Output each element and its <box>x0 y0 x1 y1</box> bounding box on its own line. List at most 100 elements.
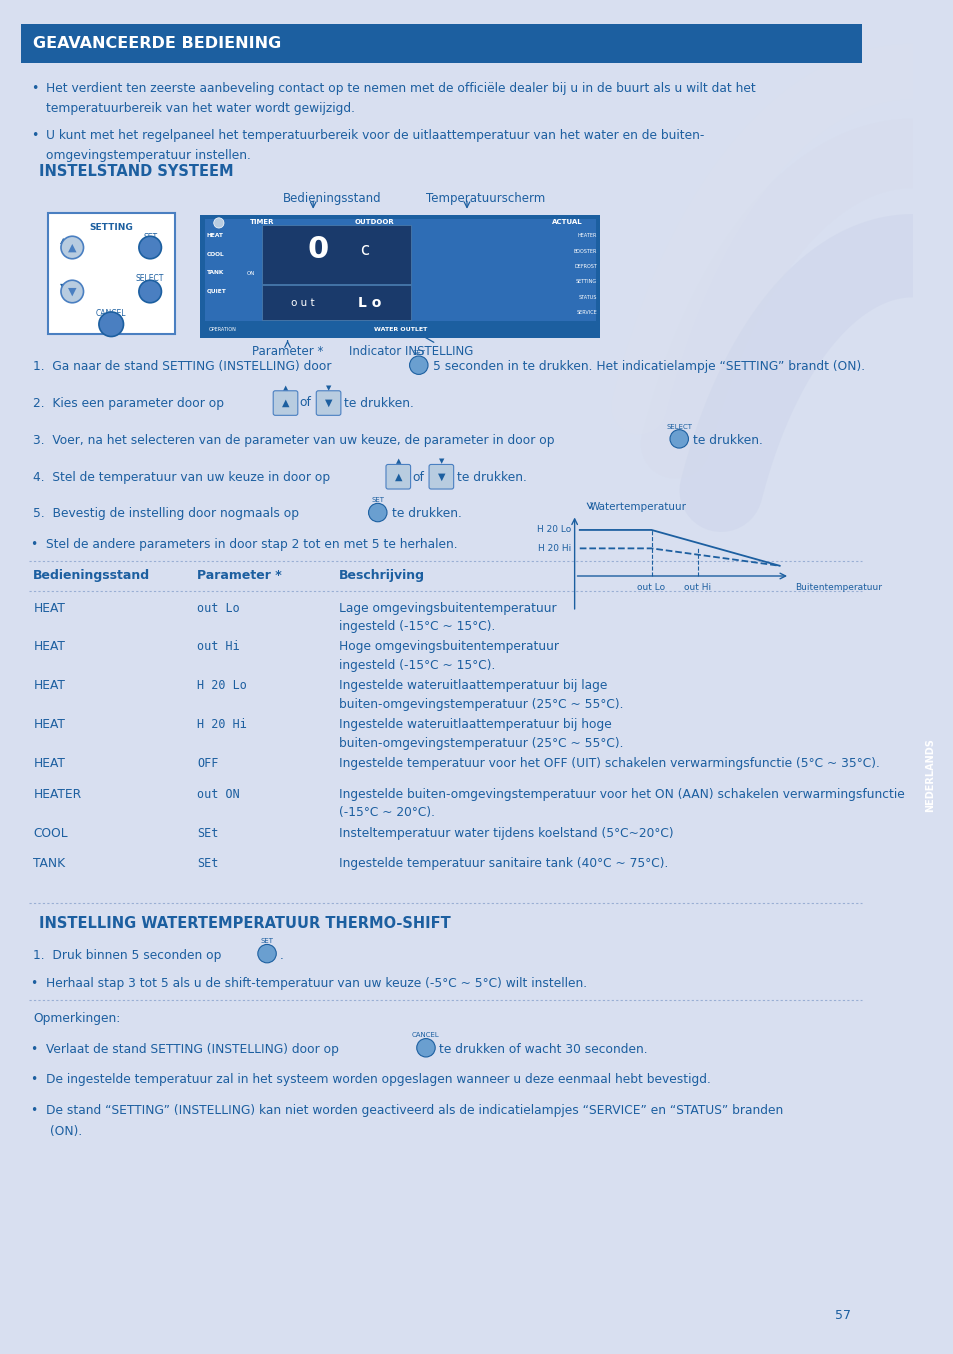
FancyBboxPatch shape <box>48 213 174 334</box>
Text: •: • <box>31 81 38 95</box>
Text: Lage omgevingsbuitentemperatuur: Lage omgevingsbuitentemperatuur <box>338 601 556 615</box>
Text: (ON).: (ON). <box>50 1125 82 1137</box>
Text: Ingestelde temperatuur sanitaire tank (40°C ~ 75°C).: Ingestelde temperatuur sanitaire tank (4… <box>338 857 667 871</box>
Circle shape <box>213 218 224 227</box>
Text: •  De ingestelde temperatuur zal in het systeem worden opgeslagen wanneer u deze: • De ingestelde temperatuur zal in het s… <box>31 1074 710 1086</box>
Text: HEATER: HEATER <box>578 233 597 238</box>
Text: Parameter *: Parameter * <box>197 569 282 582</box>
Text: omgevingstemperatuur instellen.: omgevingstemperatuur instellen. <box>46 149 251 162</box>
Text: Insteltemperatuur water tijdens koelstand (5°C~20°C): Insteltemperatuur water tijdens koelstan… <box>338 827 673 839</box>
Text: out Lo: out Lo <box>197 601 240 615</box>
Text: Watertemperatuur: Watertemperatuur <box>589 502 686 512</box>
Text: ingesteld (-15°C ~ 15°C).: ingesteld (-15°C ~ 15°C). <box>338 620 495 634</box>
Text: INSTELLING WATERTEMPERATUUR THERMO-SHIFT: INSTELLING WATERTEMPERATUUR THERMO-SHIFT <box>39 915 451 930</box>
Text: 2.  Kies een parameter door op: 2. Kies een parameter door op <box>33 397 224 410</box>
Text: Parameter *: Parameter * <box>252 345 323 357</box>
Text: ACTUAL: ACTUAL <box>552 219 582 225</box>
Text: INSTELSTAND SYSTEEM: INSTELSTAND SYSTEEM <box>39 164 233 179</box>
Text: te drukken.: te drukken. <box>344 397 414 410</box>
Text: Het verdient ten zeerste aanbeveling contact op te nemen met de officiële dealer: Het verdient ten zeerste aanbeveling con… <box>46 81 755 95</box>
Circle shape <box>416 1039 435 1057</box>
Text: ▼: ▼ <box>437 471 445 482</box>
Text: ▲: ▲ <box>68 242 76 252</box>
Text: Beschrijving: Beschrijving <box>338 569 424 582</box>
Text: COOL: COOL <box>207 252 224 257</box>
Text: WATER OUTLET: WATER OUTLET <box>374 326 427 332</box>
Text: HEAT: HEAT <box>33 680 65 692</box>
Text: CANCEL: CANCEL <box>412 1032 439 1039</box>
Bar <box>21 24 861 64</box>
Text: SETTING: SETTING <box>576 279 597 284</box>
Text: U kunt met het regelpaneel het temperatuurbereik voor de uitlaattemperatuur van : U kunt met het regelpaneel het temperatu… <box>46 129 703 142</box>
Text: Bedieningsstand: Bedieningsstand <box>33 569 151 582</box>
Text: OFF: OFF <box>197 757 218 770</box>
Text: te drukken.: te drukken. <box>456 471 526 483</box>
Text: H 20 Lo: H 20 Lo <box>537 525 571 535</box>
Text: 3.  Voer, na het selecteren van de parameter van uw keuze, de parameter in door : 3. Voer, na het selecteren van de parame… <box>33 433 555 447</box>
Text: HEAT: HEAT <box>33 757 65 770</box>
Text: 57: 57 <box>835 1309 851 1322</box>
Text: ▼: ▼ <box>326 385 331 391</box>
Text: •  Herhaal stap 3 tot 5 als u de shift-temperatuur van uw keuze (-5°C ~ 5°C) wil: • Herhaal stap 3 tot 5 als u de shift-te… <box>31 978 587 990</box>
Text: HEAT: HEAT <box>33 601 65 615</box>
Text: out Lo: out Lo <box>637 584 665 592</box>
Text: •  Verlaat de stand SETTING (INSTELLING) door op: • Verlaat de stand SETTING (INSTELLING) … <box>31 1043 338 1056</box>
Text: SERVICE: SERVICE <box>576 310 597 315</box>
Text: HEAT: HEAT <box>33 640 65 654</box>
Text: •: • <box>31 129 38 142</box>
Text: TIMER: TIMER <box>250 219 274 225</box>
Text: ▼: ▼ <box>324 398 332 408</box>
Text: SET: SET <box>260 938 274 944</box>
Text: HEAT: HEAT <box>33 718 65 731</box>
Circle shape <box>257 944 276 963</box>
Text: ▲: ▲ <box>60 236 66 245</box>
Text: NEDERLANDS: NEDERLANDS <box>923 738 934 812</box>
Text: ▲: ▲ <box>282 385 288 391</box>
Circle shape <box>139 236 161 259</box>
Circle shape <box>61 236 84 259</box>
Text: BOOSTER: BOOSTER <box>573 249 597 253</box>
Text: H 20 Lo: H 20 Lo <box>197 680 247 692</box>
Text: te drukken of wacht 30 seconden.: te drukken of wacht 30 seconden. <box>438 1043 647 1056</box>
Text: Ingestelde wateruitlaattemperatuur bij hoge: Ingestelde wateruitlaattemperatuur bij h… <box>338 718 611 731</box>
Text: ▼: ▼ <box>60 282 66 291</box>
Text: te drukken.: te drukken. <box>692 433 761 447</box>
Text: out ON: out ON <box>197 788 240 800</box>
Text: SET: SET <box>143 233 157 242</box>
Text: (-15°C ~ 20°C).: (-15°C ~ 20°C). <box>338 806 435 819</box>
Text: SEt: SEt <box>197 857 218 871</box>
Text: ON: ON <box>246 271 254 276</box>
Text: o u t: o u t <box>291 298 314 307</box>
Text: TANK: TANK <box>207 269 224 275</box>
Text: Bedieningsstand: Bedieningsstand <box>282 192 380 206</box>
Text: of: of <box>413 471 424 483</box>
Text: Temperatuurscherm: Temperatuurscherm <box>426 192 545 206</box>
Text: out Hi: out Hi <box>197 640 240 654</box>
Text: L o: L o <box>357 295 381 310</box>
Text: ▲: ▲ <box>281 398 289 408</box>
Text: Ingestelde buiten-omgevingstemperatuur voor het ON (AAN) schakelen verwarmingsfu: Ingestelde buiten-omgevingstemperatuur v… <box>338 788 903 800</box>
Bar <box>262 286 410 320</box>
Text: 5 seconden in te drukken. Het indicatielampje “SETTING” brandt (ON).: 5 seconden in te drukken. Het indicatiel… <box>433 360 864 374</box>
Text: H 20 Hi: H 20 Hi <box>197 718 247 731</box>
Circle shape <box>61 280 84 303</box>
Text: CANCEL: CANCEL <box>96 309 127 318</box>
Text: .: . <box>279 949 283 961</box>
Text: SELECT: SELECT <box>665 424 692 429</box>
Text: H 20 Hi: H 20 Hi <box>537 544 571 552</box>
Text: •  Stel de andere parameters in door stap 2 tot en met 5 te herhalen.: • Stel de andere parameters in door stap… <box>31 538 457 551</box>
Text: ▲: ▲ <box>395 471 401 482</box>
Text: Ingestelde temperatuur voor het OFF (UIT) schakelen verwarmingsfunctie (5°C ~ 35: Ingestelde temperatuur voor het OFF (UIT… <box>338 757 879 770</box>
Circle shape <box>669 429 688 448</box>
Text: TANK: TANK <box>33 857 66 871</box>
FancyBboxPatch shape <box>429 464 454 489</box>
FancyBboxPatch shape <box>273 391 297 416</box>
Text: QUIET: QUIET <box>207 288 226 294</box>
Circle shape <box>99 311 123 337</box>
Text: c: c <box>359 241 369 259</box>
Text: Opmerkingen:: Opmerkingen: <box>33 1011 120 1025</box>
Bar <box>200 215 599 337</box>
Text: GEAVANCEERDE BEDIENING: GEAVANCEERDE BEDIENING <box>33 37 281 51</box>
Text: OUTDOOR: OUTDOOR <box>355 219 395 225</box>
Text: SELECT: SELECT <box>136 274 164 283</box>
